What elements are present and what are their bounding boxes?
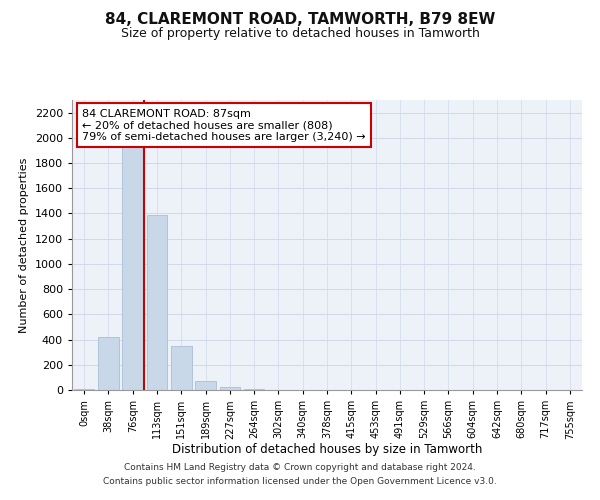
Y-axis label: Number of detached properties: Number of detached properties	[19, 158, 29, 332]
Text: Size of property relative to detached houses in Tamworth: Size of property relative to detached ho…	[121, 28, 479, 40]
Text: Distribution of detached houses by size in Tamworth: Distribution of detached houses by size …	[172, 442, 482, 456]
Bar	[74, 388, 94, 390]
Text: 84 CLAREMONT ROAD: 87sqm
← 20% of detached houses are smaller (808)
79% of semi-: 84 CLAREMONT ROAD: 87sqm ← 20% of detach…	[82, 108, 366, 142]
Bar	[171, 346, 191, 390]
Text: Contains public sector information licensed under the Open Government Licence v3: Contains public sector information licen…	[103, 477, 497, 486]
Bar	[195, 381, 216, 390]
Bar	[98, 337, 119, 390]
Bar	[146, 214, 167, 390]
Text: 84, CLAREMONT ROAD, TAMWORTH, B79 8EW: 84, CLAREMONT ROAD, TAMWORTH, B79 8EW	[105, 12, 495, 28]
Bar	[220, 387, 240, 390]
Text: Contains HM Land Registry data © Crown copyright and database right 2024.: Contains HM Land Registry data © Crown c…	[124, 464, 476, 472]
Bar	[122, 132, 143, 390]
